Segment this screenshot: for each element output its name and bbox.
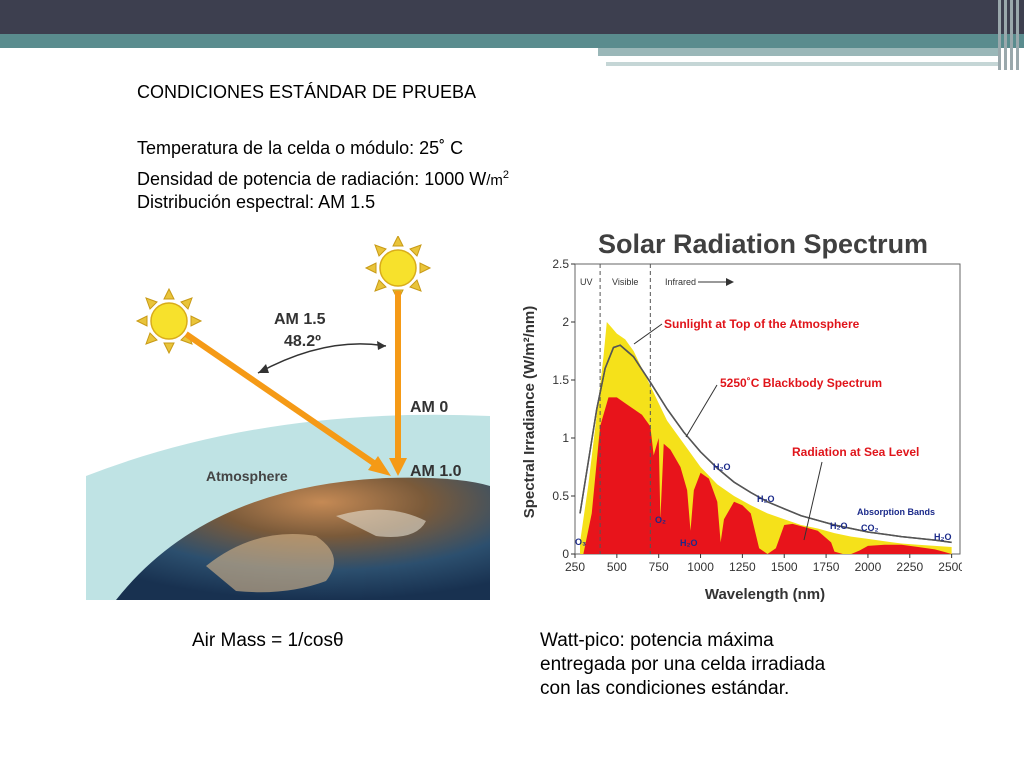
angle-label: 48.2º [284,333,321,350]
watt-peak-line-2: entregada por una celda irradiada [540,654,826,675]
air-mass-caption: Air Mass = 1/cosθ [192,630,344,651]
temperature-line: Temperatura de la celda o módulo: 25˚ C [137,138,464,158]
watt-peak-line-1: Watt-pico: potencia máxima [540,630,774,651]
x-tick-label: 1750 [813,560,840,574]
watt-peak-caption: Watt-pico: potencia máxima entregada por… [540,629,940,701]
am15-label: AM 1.5 [274,311,326,328]
power-density-unit: /m [486,172,503,189]
y-tick-label: 2.5 [552,257,569,271]
x-tick-label: 500 [607,560,627,574]
x-tick-label: 1250 [729,560,756,574]
x-tick-label: 2250 [896,560,923,574]
band-h2o-1: H₂O [680,538,698,548]
band-h2o-3: H₂O [757,494,775,504]
series-line-blackbody-top [579,344,952,544]
annotation-blackbody: 5250˚C Blackbody Spectrum [720,376,882,390]
annotation-top-atmosphere: Sunlight at Top of the Atmosphere [664,317,860,331]
x-tick-label: 1000 [687,560,714,574]
y-tick-label: 0 [562,547,569,561]
chart-annotations: UV Visible Infrared Sunlight at Top of t… [575,277,952,548]
air-mass-figure: AM 1.5 48.2º AM 0 AM 1.0 Atmosphere [86,236,490,600]
am0-label: AM 0 [410,399,448,416]
infrared-label: Infrared [665,277,696,287]
accent-bar-thin [606,62,998,66]
angle-arc [257,343,387,374]
slide-heading: CONDICIONES ESTÁNDAR DE PRUEBA [137,82,477,102]
teal-bar [0,34,1024,48]
absorption-bands-label: Absorption Bands [857,507,935,517]
y-tick-label: 0.5 [552,489,569,503]
spectral-distribution-line: Distribución espectral: AM 1.5 [137,192,376,212]
plot-area: 250 500 750 1000 1250 1500 1750 2000 2250 2500 0 0.… [552,257,962,574]
annotation-sea-level: Radiation at Sea Level [792,445,919,459]
band-co2: CO₂ [861,523,879,533]
x-tick-label: 1500 [771,560,798,574]
x-tick-label: 2500 [938,560,962,574]
band-h2o-4: H₂O [830,521,848,531]
top-bar [0,0,1024,34]
chart-title: Solar Radiation Spectrum [598,229,928,259]
uv-label: UV [580,277,593,287]
am10-label: AM 1.0 [410,463,462,480]
y-tick-label: 1 [562,431,569,445]
corner-lines [996,0,1024,72]
y-tick-label: 1.5 [552,373,569,387]
power-density-line: Densidad de potencia de radiación: 1000 … [137,162,509,194]
y-axis-label: Spectral Irradiance (W/m²/nm) [521,306,538,519]
atmosphere-label: Atmosphere [206,468,288,484]
band-h2o-2: H₂O [713,462,731,472]
sun-icon [364,236,432,302]
accent-bar [598,48,998,56]
am15-ray [184,331,383,471]
sun-icon [135,287,203,355]
x-tick-label: 750 [649,560,669,574]
band-h2o-5: H₂O [934,532,952,542]
power-density-text: Densidad de potencia de radiación: 1000 … [137,169,487,189]
x-tick-label: 2000 [855,560,882,574]
series-area-sea-level [583,397,952,554]
y-tick-label: 2 [562,315,569,329]
solar-spectrum-chart: Solar Radiation Spectrum Spectral Irradi… [512,222,962,606]
power-density-exponent: 2 [502,169,510,181]
x-axis-label: Wavelength (nm) [705,586,825,603]
visible-label: Visible [612,277,638,287]
band-o3: O₃ [575,537,586,547]
watt-peak-line-3: con las condiciones estándar. [540,678,790,699]
x-tick-label: 250 [565,560,585,574]
band-o2: O₂ [655,515,666,525]
